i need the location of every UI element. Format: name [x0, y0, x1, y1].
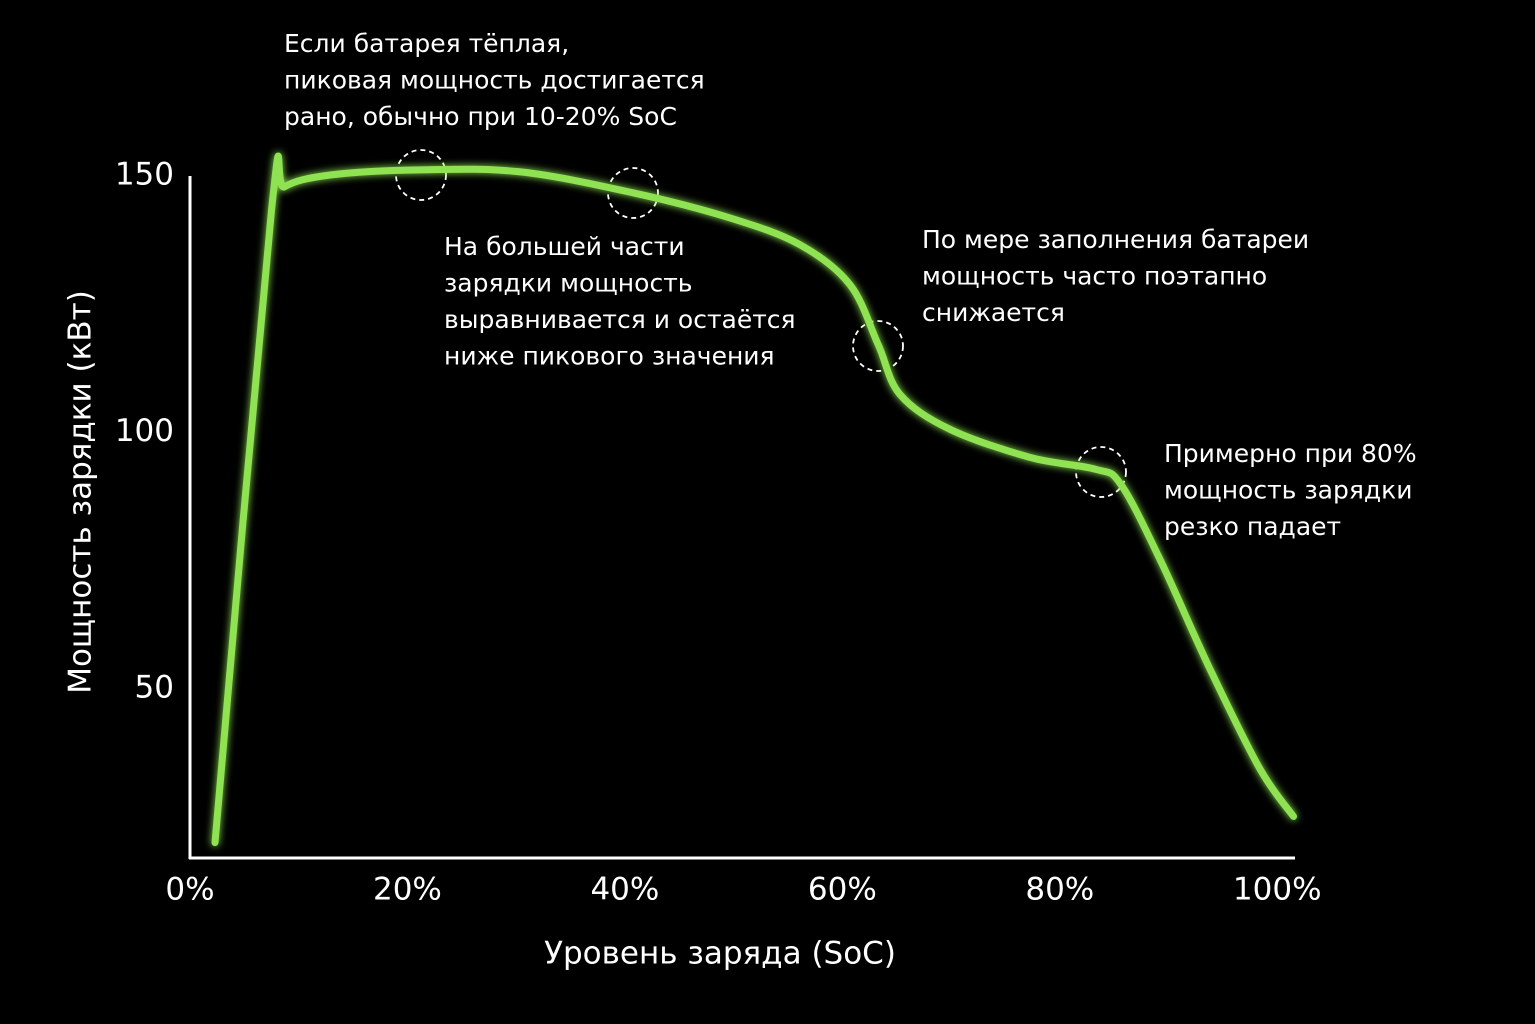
x-tick-label: 60%	[808, 872, 877, 908]
markers	[395, 149, 1127, 498]
x-tick-label: 0%	[165, 872, 214, 908]
annotation-line: Если батарея тёплая,	[284, 29, 569, 58]
annotation-line: Примерно при 80%	[1164, 439, 1417, 468]
y-tick-label: 150	[115, 157, 174, 193]
marker-circle	[1075, 446, 1127, 498]
annotation-line: мощность часто поэтапно	[922, 262, 1267, 291]
y-tick-label: 50	[135, 669, 174, 705]
annotation-line: мощность зарядки	[1164, 476, 1413, 505]
marker-circle	[607, 167, 659, 219]
marker-circle	[395, 149, 447, 201]
annotation-line: ниже пикового значения	[444, 342, 775, 371]
x-tick-label: 20%	[373, 872, 442, 908]
annotation-line: выравнивается и остаётся	[444, 305, 796, 334]
x-tick-label: 100%	[1233, 872, 1322, 908]
x-tick-label: 40%	[590, 872, 659, 908]
annotation-line: рано, обычно при 10-20% SoC	[284, 102, 677, 131]
annotation-line: пиковая мощность достигается	[284, 66, 705, 95]
x-axis-title: Уровень заряда (SoC)	[544, 936, 896, 972]
marker-circle	[852, 320, 904, 372]
annotation-line: На большей части	[444, 232, 685, 261]
line-series	[211, 152, 1298, 847]
annotation-line: снижается	[922, 298, 1065, 327]
annotation-line: резко падает	[1164, 512, 1341, 541]
annotation-line: зарядки мощность	[444, 269, 693, 298]
x-tick-label: 80%	[1025, 872, 1094, 908]
y-axis-title: Мощность зарядки (кВт)	[63, 290, 99, 694]
annotation-line: По мере заполнения батареи	[922, 225, 1309, 254]
y-tick-label: 100	[115, 413, 174, 449]
